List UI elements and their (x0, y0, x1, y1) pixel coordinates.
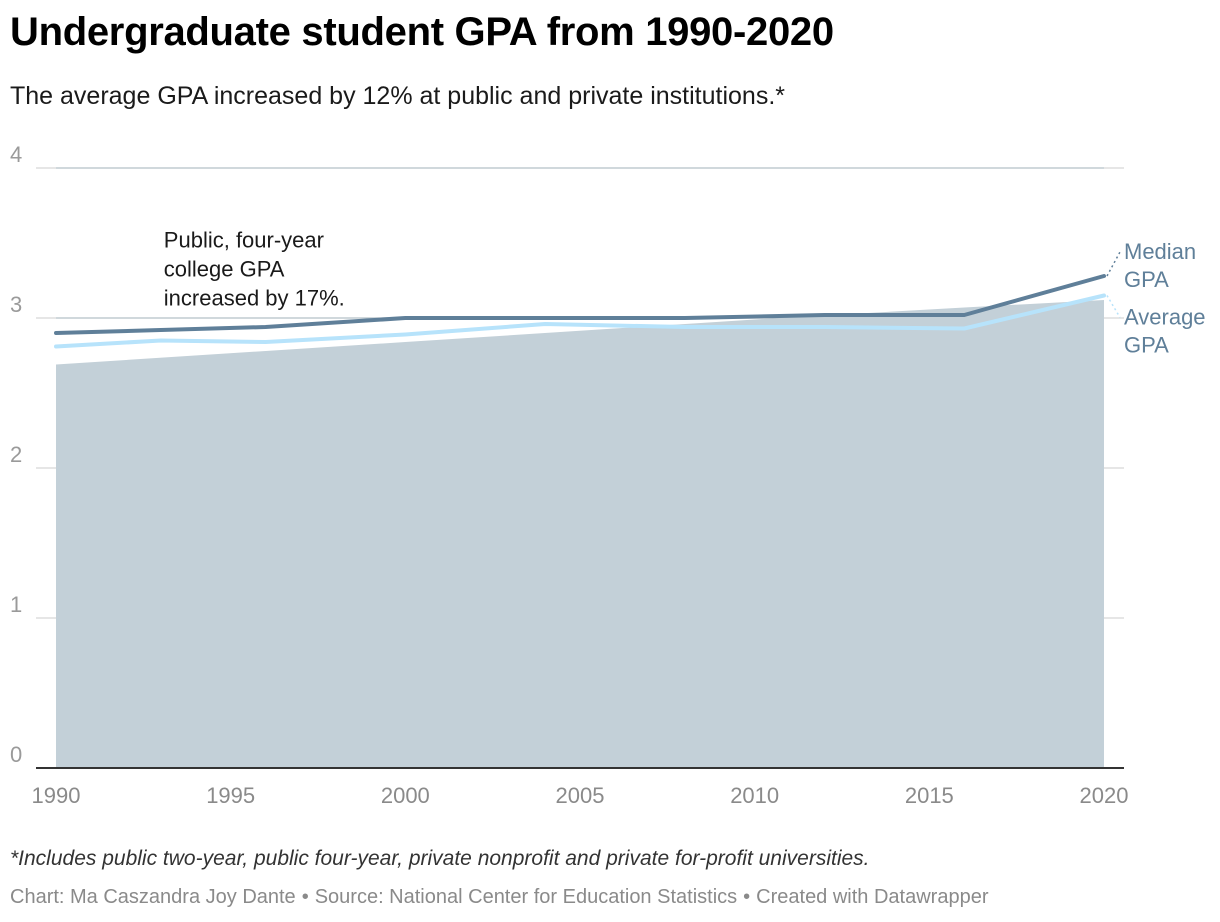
byline: Chart: Ma Caszandra Joy Dante • Source: Na… (10, 886, 989, 909)
series-label: GPA (1124, 333, 1169, 358)
annotations: Public, four-year college GPA increased by… (164, 228, 345, 311)
label-leader (1106, 295, 1121, 318)
y-tick-label: 3 (10, 292, 22, 317)
x-tick-label: 2020 (1080, 783, 1129, 808)
series-labels: Median GPA Average GPA (1106, 239, 1206, 358)
x-tick-label: 1990 (32, 783, 81, 808)
separator: • (743, 886, 751, 908)
area-layer (56, 300, 1104, 768)
series-label: Median (1124, 239, 1196, 264)
series-lines (54, 274, 1106, 349)
x-tick-label: 2005 (556, 783, 605, 808)
chart-subtitle: The average GPA increased by 12% at publ… (10, 82, 785, 110)
chart-title: Undergraduate student GPA from 1990-2020 (10, 10, 834, 54)
label-leader (1106, 251, 1121, 277)
annotation-text: college GPA (164, 257, 285, 282)
x-tick-label: 1995 (206, 783, 255, 808)
series-label: GPA (1124, 267, 1169, 292)
series-label: Average (1124, 305, 1206, 330)
y-tick-label: 2 (10, 442, 22, 467)
series-line (54, 274, 1106, 335)
y-tick-label: 0 (10, 742, 22, 767)
x-tick-label: 2010 (730, 783, 779, 808)
y-tick-label: 4 (10, 142, 22, 167)
x-tick-label: 2015 (905, 783, 954, 808)
footnote: *Includes public two-year, public four-y… (10, 847, 870, 870)
x-tick-label: 2000 (381, 783, 430, 808)
area-shape (56, 300, 1104, 768)
chart-credit: Chart: Ma Caszandra Joy Dante (10, 886, 296, 908)
annotation-text: increased by 17%. (164, 286, 345, 311)
created-with: Created with Datawrapper (756, 886, 989, 908)
axes: 0 1 2 3 4 1990 1995 2000 2005 2010 2015 2020 (10, 142, 1128, 808)
annotation-text: Public, four-year (164, 228, 324, 253)
series-line (54, 293, 1106, 349)
source-text: Source: National Center for Education St… (314, 886, 738, 908)
y-tick-label: 1 (10, 592, 22, 617)
separator: • (301, 886, 309, 908)
